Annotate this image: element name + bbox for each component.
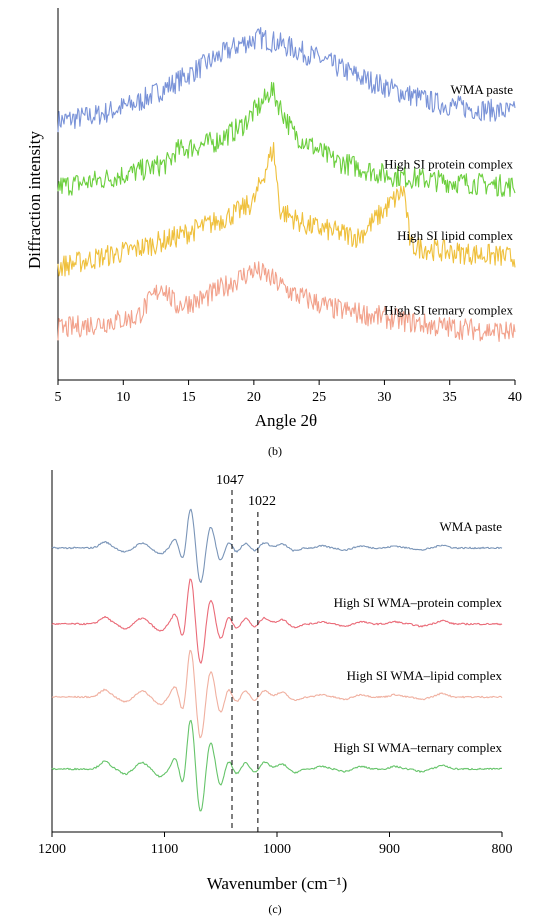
ftir-series-labels: WMA paste High SI WMA–protein complex High… [334, 519, 503, 755]
xrd-trace-1 [57, 81, 516, 198]
ftir-x-tick-label-2: 1000 [263, 842, 291, 857]
ftir-x-axis-title: Wavenumber (cm⁻¹) [207, 874, 348, 893]
ftir-traces [51, 508, 503, 812]
xrd-x-tick-label-7: 40 [508, 390, 522, 405]
xrd-x-tick-label-3: 20 [247, 390, 261, 405]
xrd-trace-3 [57, 261, 516, 342]
ftir-trace-2 [51, 649, 503, 739]
xrd-x-tick-label-0: 5 [55, 390, 62, 405]
xrd-chart: 5 10 15 20 25 30 35 40 WMA paste High SI protein… [25, 8, 522, 430]
xrd-x-tick-label-2: 15 [182, 390, 196, 405]
panel-label-c: (c) [268, 902, 281, 916]
ftir-reference-lines [231, 490, 259, 832]
ftir-chart: 1200 1100 1000 900 800 WMA paste High SI WMA–… [38, 470, 513, 893]
ftir-trace-3 [51, 719, 503, 812]
xrd-x-tick-label-4: 25 [312, 390, 326, 405]
ftir-x-tick-label-0: 1200 [38, 842, 66, 857]
xrd-series-labels: WMA paste High SI protein complex High SI … [384, 82, 513, 317]
ftir-x-tick-label-3: 900 [379, 842, 400, 857]
ftir-trace-1 [51, 578, 503, 664]
xrd-series-label-3: High SI ternary complex [384, 302, 513, 317]
xrd-x-ticks: 5 10 15 20 25 30 35 40 [55, 380, 522, 405]
ftir-x-tick-label-1: 1100 [151, 842, 178, 857]
annotation-1022: 1022 [248, 494, 276, 509]
ftir-series-label-2: High SI WMA–lipid complex [347, 668, 503, 683]
xrd-x-tick-label-5: 30 [377, 390, 391, 405]
ftir-series-label-1: High SI WMA–protein complex [334, 595, 503, 610]
xrd-series-label-2: High SI lipid complex [397, 228, 513, 243]
ftir-series-label-0: WMA paste [440, 519, 503, 534]
ftir-trace-0 [51, 508, 503, 584]
xrd-series-label-0: WMA paste [451, 82, 514, 97]
xrd-x-tick-label-6: 35 [443, 390, 457, 405]
ftir-x-tick-label-4: 800 [492, 842, 513, 857]
xrd-traces [57, 27, 516, 342]
xrd-trace-0 [57, 27, 516, 133]
ftir-x-ticks: 1200 1100 1000 900 800 [38, 832, 513, 857]
annotation-1047: 1047 [216, 473, 244, 488]
xrd-x-axis-title: Angle 2θ [255, 411, 317, 430]
xrd-series-label-1: High SI protein complex [384, 157, 513, 172]
ftir-series-label-3: High SI WMA–ternary complex [334, 740, 503, 755]
xrd-x-tick-label-1: 10 [116, 390, 130, 405]
xrd-y-axis-title: Diffraction intensity [25, 130, 44, 269]
xrd-trace-2 [57, 141, 516, 277]
panel-label-b: (b) [268, 444, 282, 458]
